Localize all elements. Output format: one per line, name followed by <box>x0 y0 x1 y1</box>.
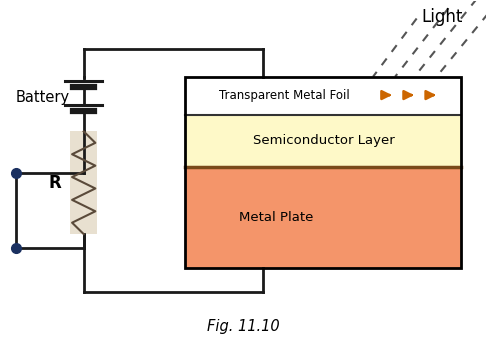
Bar <box>186 115 461 167</box>
Bar <box>186 77 461 115</box>
Text: Metal Plate: Metal Plate <box>239 211 314 224</box>
Text: Transparent Metal Foil: Transparent Metal Foil <box>219 89 350 102</box>
Bar <box>186 77 461 268</box>
Text: Light: Light <box>421 8 463 26</box>
Text: Fig. 11.10: Fig. 11.10 <box>207 319 280 334</box>
Text: Battery: Battery <box>16 90 70 105</box>
Bar <box>70 131 97 234</box>
Text: R: R <box>48 174 61 192</box>
Text: Semiconductor Layer: Semiconductor Layer <box>253 135 394 147</box>
Bar <box>186 167 461 268</box>
